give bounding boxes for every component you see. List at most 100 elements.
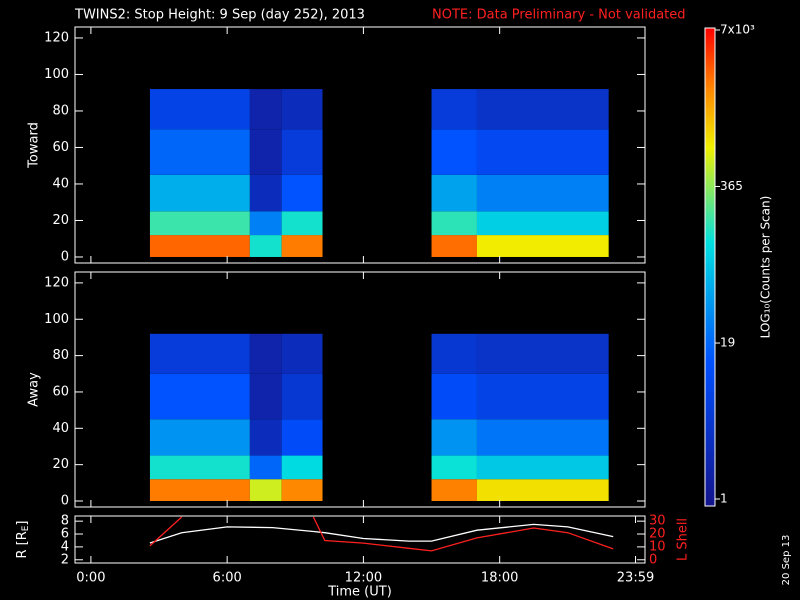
heatmap-cell	[149, 235, 250, 257]
x-tick-label: 23:59	[617, 571, 654, 586]
heatmap-cell	[281, 89, 323, 130]
heatmap-cell	[281, 419, 323, 456]
heatmap-cell	[431, 479, 477, 502]
y-tick-label: 40	[52, 421, 69, 436]
y-tick-label: 4	[61, 539, 69, 554]
y-tick-label: 0	[61, 249, 69, 264]
heatmap-cell	[431, 455, 477, 480]
chart-title: TWINS2: Stop Height: 9 Sep (day 252), 20…	[74, 8, 365, 23]
heatmap-cell	[281, 455, 323, 480]
heatmap-cell	[476, 479, 609, 502]
y-axis-title: R [RE]	[15, 520, 31, 558]
y-tick-label: 120	[44, 275, 69, 290]
heatmap-cell	[431, 129, 477, 175]
heatmap-cell	[281, 479, 323, 502]
plot-frame	[74, 271, 646, 508]
y2-axis-title: L Shell	[676, 518, 691, 561]
y-tick-label: 20	[52, 457, 69, 472]
colorbar-tick-label: 7x10³	[720, 23, 755, 37]
y-tick-label: 60	[52, 384, 69, 399]
y-axis-title-part: ]	[15, 520, 30, 525]
y-tick-label: 100	[44, 312, 69, 327]
heatmap-cell	[149, 89, 250, 130]
note: NOTE: Data Preliminary - Not validated	[432, 8, 686, 23]
heatmap-cell	[149, 129, 250, 175]
heatmap-cell	[149, 211, 250, 236]
y-tick-label: 6	[61, 527, 69, 542]
date-stamp: 20 Sep 13	[781, 535, 792, 586]
heatmap-cell	[249, 89, 282, 130]
plot-frame	[74, 515, 646, 564]
y-tick-label: 120	[44, 30, 69, 45]
y2-tick-label: 10	[649, 539, 666, 554]
heatmap-cell	[149, 419, 250, 456]
colorbar-tick-label: 1	[720, 492, 728, 506]
heatmap-cell	[249, 419, 282, 456]
heatmap-cell	[281, 333, 323, 374]
y-tick-label: 100	[44, 67, 69, 82]
series-line	[149, 516, 614, 552]
heatmap-cell	[249, 373, 282, 420]
colorbar-tick-label: 365	[720, 179, 743, 193]
heatmap-cell	[149, 333, 250, 374]
y-axis-title: Toward	[27, 122, 42, 169]
y-tick-label: 20	[52, 213, 69, 228]
heatmap-cell	[431, 333, 477, 374]
heatmap-cell	[249, 235, 282, 257]
colorbar-tick-label: 19	[720, 336, 735, 350]
heatmap-cell	[249, 333, 282, 374]
heatmap-cell	[476, 211, 609, 236]
heatmap-cell	[281, 211, 323, 236]
colorbar	[704, 27, 716, 507]
heatmap-cell	[431, 89, 477, 130]
y-axis-title: Away	[27, 372, 42, 407]
y-tick-label: 80	[52, 348, 69, 363]
heatmap-cell	[149, 455, 250, 480]
heatmap-cell	[476, 89, 609, 130]
y-tick-label: 8	[61, 514, 69, 529]
y-axis-title-part: R [R	[15, 531, 30, 558]
heatmap-cell	[149, 479, 250, 502]
heatmap-cell	[281, 235, 323, 257]
heatmap-cell	[249, 479, 282, 502]
heatmap-cell	[281, 174, 323, 212]
heatmap-cell	[281, 373, 323, 420]
y-tick-label: 60	[52, 140, 69, 155]
heatmap-cell	[149, 373, 250, 420]
x-tick-label: 0:00	[76, 571, 105, 586]
heatmap-cell	[431, 419, 477, 456]
heatmap-cell	[281, 129, 323, 175]
x-tick-label: 18:00	[481, 571, 518, 586]
x-axis-title: Time (UT)	[327, 585, 392, 600]
heatmap-cell	[249, 129, 282, 175]
y-tick-label: 80	[52, 103, 69, 118]
heatmap-cell	[476, 129, 609, 175]
y-tick-label: 40	[52, 176, 69, 191]
y-tick-label: 0	[61, 494, 69, 509]
x-tick-label: 6:00	[213, 571, 242, 586]
heatmap-cell	[476, 333, 609, 374]
heatmap-cell	[249, 174, 282, 212]
y-tick-label: 2	[61, 552, 69, 567]
heatmap-cell	[476, 174, 609, 212]
heatmap-cell	[476, 419, 609, 456]
heatmap-cell	[149, 174, 250, 212]
y-axis-title-part: E	[21, 525, 31, 531]
heatmap-cell	[431, 373, 477, 420]
y2-tick-label: 0	[649, 553, 657, 568]
heatmap-cell	[249, 455, 282, 480]
heatmap-cell	[249, 211, 282, 236]
plot-frame	[74, 26, 646, 264]
heatmap-cell	[431, 211, 477, 236]
series-line	[149, 523, 614, 544]
colorbar-title: LOG₁₀(Counts per Scan)	[759, 196, 773, 339]
heatmap-cell	[476, 373, 609, 420]
y2-tick-label: 30	[649, 513, 666, 528]
heatmap-cell	[476, 455, 609, 480]
y2-tick-label: 20	[649, 526, 666, 541]
heatmap-cell	[431, 235, 477, 257]
x-tick-label: 12:00	[345, 571, 382, 586]
heatmap-cell	[476, 235, 609, 257]
heatmap-cell	[431, 174, 477, 212]
